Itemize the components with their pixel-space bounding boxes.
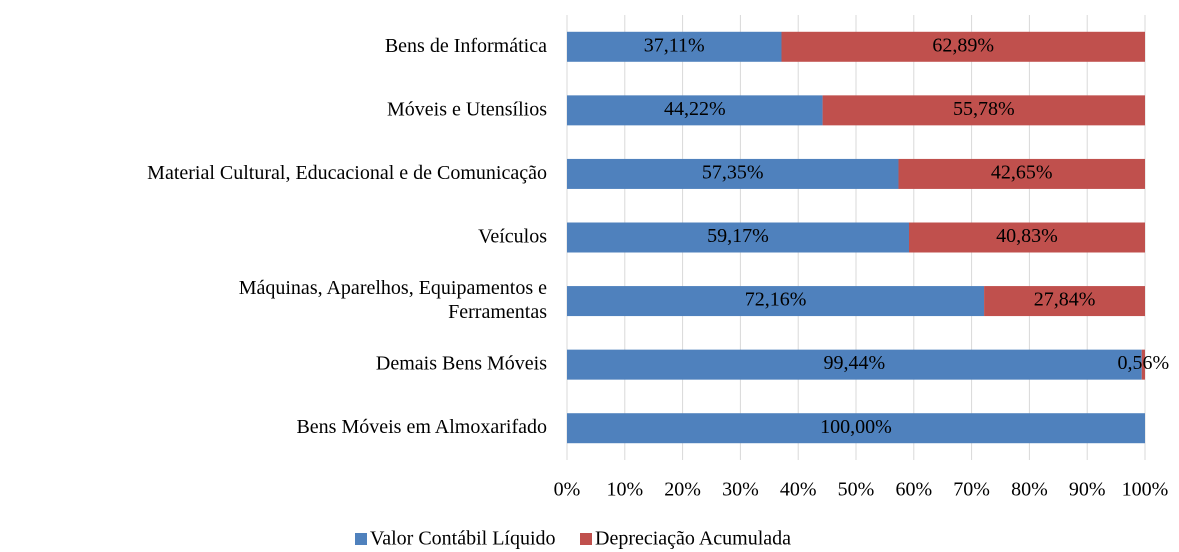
x-tick-label: 80% [1011,479,1048,501]
x-tick-label: 10% [606,479,643,501]
bar-segment [567,222,910,253]
data-label: 55,78% [953,98,1015,120]
bar-segment [567,286,985,317]
data-label: 62,89% [932,34,994,56]
data-label: 99,44% [824,352,886,374]
data-label: 37,11% [644,34,705,56]
data-label: 44,22% [664,98,726,120]
bar-segment [567,95,823,126]
legend-label: Valor Contábil Líquido [370,528,556,550]
category-label: Bens Móveis em Almoxarifado [296,416,547,438]
x-tick-label: 30% [722,479,759,501]
bar-segment [567,349,1142,380]
legend-swatch [355,533,367,545]
bar-segment [898,158,1145,189]
data-label: 42,65% [991,162,1053,184]
x-tick-label: 90% [1069,479,1106,501]
x-tick-label: 20% [664,479,701,501]
bar-segment [822,95,1145,126]
bar-segment [1141,349,1145,380]
x-tick-label: 50% [838,479,875,501]
bar-segment [567,413,1145,444]
x-tick-label: 60% [895,479,932,501]
category-label: Demais Bens Móveis [376,352,547,374]
bar-segment [909,222,1145,253]
bar-segment [567,31,782,62]
data-label: 59,17% [707,225,769,247]
x-tick-label: 70% [953,479,990,501]
category-label: Veículos [478,225,547,247]
bar-segment [781,31,1145,62]
bar-segment [567,158,899,189]
bar-segment [984,286,1145,317]
category-label: Máquinas, Aparelhos, Equipamentos e Ferra… [239,277,547,323]
legend-swatch [580,533,592,545]
category-label: Material Cultural, Educacional e de Comu… [147,162,547,184]
x-tick-label: 40% [780,479,817,501]
x-tick-label: 0% [554,479,581,501]
x-tick-label: 100% [1122,479,1169,501]
legend-label: Depreciação Acumulada [595,528,791,550]
category-label: Móveis e Utensílios [387,98,547,120]
data-label: 40,83% [996,225,1058,247]
data-label: 72,16% [745,289,807,311]
data-label: 100,00% [820,416,892,438]
category-label: Bens de Informática [385,34,547,56]
data-label: 0,56% [1118,352,1170,374]
data-label: 57,35% [702,162,764,184]
data-label: 27,84% [1034,289,1096,311]
